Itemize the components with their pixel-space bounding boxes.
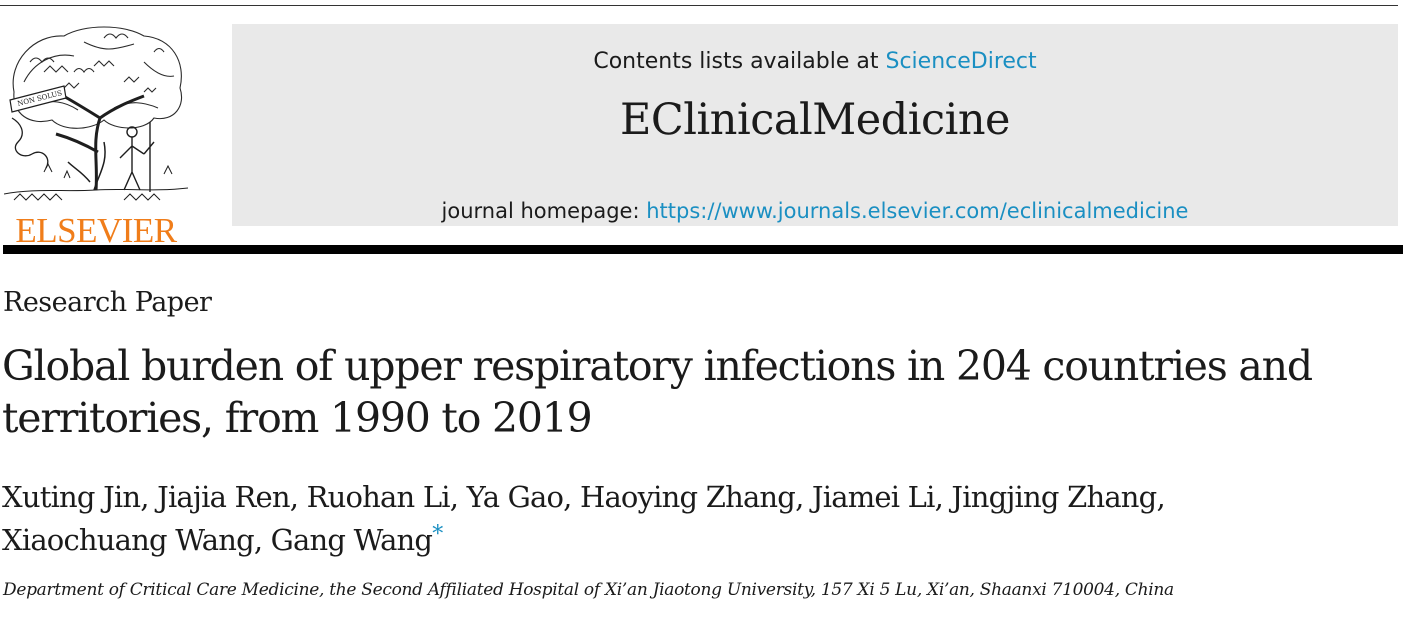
article-title: Global burden of upper respiratory infec… <box>2 342 1313 442</box>
article-type-label: Research Paper <box>3 287 212 318</box>
sciencedirect-link[interactable]: ScienceDirect <box>885 49 1037 74</box>
contents-prefix: Contents lists available at <box>593 49 886 74</box>
journal-homepage-line: journal homepage: https://www.journals.e… <box>232 198 1398 224</box>
author-list: Xuting Jin, Jiajia Ren, Ruohan Li, Ya Ga… <box>2 479 1392 559</box>
author-list-line-1: Xuting Jin, Jiajia Ren, Ruohan Li, Ya Ga… <box>2 480 1166 514</box>
elsevier-tree-logo-icon: NON SOLUS <box>4 26 188 201</box>
header-divider <box>3 245 1403 254</box>
journal-title[interactable]: EClinicalMedicine <box>620 95 1010 145</box>
homepage-prefix: journal homepage: <box>441 199 647 223</box>
top-rule <box>0 5 1398 6</box>
corresponding-author-mark[interactable]: * <box>432 522 443 547</box>
contents-availability-line: Contents lists available at ScienceDirec… <box>232 49 1398 75</box>
author-list-line-2-names: Xiaochuang Wang, Gang Wang <box>2 523 433 557</box>
elsevier-logo[interactable]: NON SOLUS ELSEVIER <box>4 22 188 250</box>
author-list-line-2: Xiaochuang Wang, Gang Wang* <box>2 516 1392 559</box>
elsevier-wordmark: ELSEVIER <box>15 211 177 250</box>
journal-banner: Contents lists available at ScienceDirec… <box>232 24 1398 226</box>
author-affiliation: Department of Critical Care Medicine, th… <box>3 580 1174 600</box>
journal-homepage-link[interactable]: https://www.journals.elsevier.com/eclini… <box>646 199 1189 223</box>
